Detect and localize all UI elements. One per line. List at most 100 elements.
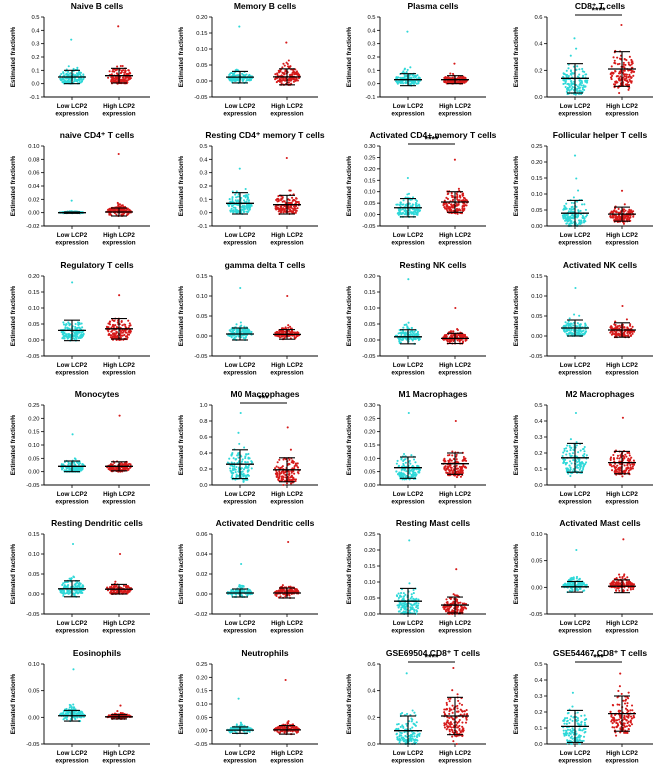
y-tick-label: 0.15: [28, 290, 39, 296]
data-point: [444, 205, 447, 208]
y-tick-label: 0.25: [531, 144, 542, 150]
data-point: [292, 80, 295, 83]
data-point: [394, 203, 397, 207]
data-point: [633, 463, 636, 466]
data-point: [123, 333, 126, 336]
data-point: [564, 216, 567, 219]
data-point: [624, 69, 627, 72]
data-point: [446, 459, 449, 462]
data-point: [61, 81, 64, 84]
data-point: [296, 462, 299, 465]
data-point: [409, 83, 412, 86]
x-category-label: High LCP2: [439, 103, 471, 110]
data-point: [124, 329, 127, 332]
y-tick-label: 0.3: [535, 435, 543, 441]
data-point: [450, 459, 453, 462]
data-point: [231, 77, 234, 80]
data-point: [454, 205, 457, 208]
data-point: [562, 217, 565, 220]
data-point: [577, 321, 580, 324]
data-point: [400, 474, 403, 477]
data-point: [67, 332, 71, 335]
data-point: [449, 203, 452, 206]
data-point: [455, 467, 458, 470]
x-category-label: Low LCP2: [225, 362, 256, 369]
chart-title: M2 Macrophages: [566, 389, 635, 399]
chart-title: Follicular helper T cells: [553, 130, 648, 140]
data-point: [294, 200, 297, 203]
data-point: [461, 76, 464, 79]
data-point: [78, 462, 82, 465]
y-tick-label: 0.05: [28, 322, 39, 328]
data-point: [578, 328, 581, 331]
data-point: [414, 199, 417, 202]
data-point: [244, 455, 247, 458]
y-tick-label: 0.25: [364, 416, 375, 422]
data-point: [109, 466, 112, 469]
x-category-label: High LCP2: [439, 491, 471, 498]
data-point: [289, 448, 292, 451]
data-point: [294, 72, 297, 75]
y-tick-label: 0.0: [535, 483, 543, 489]
chart-title: M1 Macrophages: [398, 389, 467, 399]
data-point: [404, 461, 407, 464]
data-point: [626, 218, 629, 221]
data-point: [79, 71, 82, 74]
y-tick-label: 0.04: [28, 184, 40, 190]
data-point: [66, 336, 69, 339]
data-point: [60, 79, 63, 82]
y-tick-label: 0.4: [535, 419, 544, 425]
data-point: [242, 446, 245, 449]
data-point: [126, 207, 129, 211]
data-point: [561, 454, 564, 457]
data-point: [113, 319, 116, 322]
data-point: [612, 331, 615, 334]
data-point: [415, 205, 418, 208]
data-point: [124, 69, 127, 72]
data-point: [276, 461, 279, 464]
data-point: [630, 63, 633, 66]
x-category-label: Low LCP2: [225, 491, 256, 498]
y-tick-label: 0.10: [196, 294, 207, 300]
y-axis-label: Estimated fraction%: [513, 26, 520, 87]
data-point: [569, 468, 572, 471]
data-point: [444, 80, 447, 83]
data-point: [578, 90, 581, 93]
data-point: [562, 208, 565, 212]
data-point: [68, 323, 71, 326]
data-point: [459, 80, 463, 83]
data-point: [277, 200, 280, 203]
significance-label: ****: [592, 6, 607, 16]
data-point: [235, 474, 238, 477]
data-point: [625, 59, 628, 62]
data-point: [237, 442, 241, 445]
y-tick-label: 0.05: [364, 322, 375, 328]
y-tick-label: 0.00: [28, 470, 39, 476]
data-point: [245, 73, 248, 76]
x-category-label: expression: [606, 111, 639, 118]
data-point: [239, 411, 242, 414]
data-point: [571, 216, 574, 219]
data-point: [59, 77, 62, 80]
data-point: [574, 154, 577, 157]
data-point: [278, 209, 281, 212]
data-point: [61, 467, 64, 470]
data-point: [623, 78, 627, 81]
data-point: [614, 69, 617, 73]
data-point: [69, 72, 72, 75]
data-point: [619, 57, 623, 61]
data-point: [287, 462, 290, 465]
data-point: [576, 90, 579, 93]
data-point: [274, 73, 277, 76]
data-point: [457, 80, 460, 83]
data-point: [624, 209, 627, 213]
x-category-label: expression: [102, 240, 135, 247]
data-point: [117, 153, 120, 156]
data-point: [575, 441, 578, 444]
data-point: [571, 454, 574, 457]
data-point: [244, 476, 247, 479]
data-point: [295, 210, 298, 213]
data-point: [289, 479, 292, 482]
data-point: [67, 73, 70, 77]
data-point: [237, 470, 240, 473]
